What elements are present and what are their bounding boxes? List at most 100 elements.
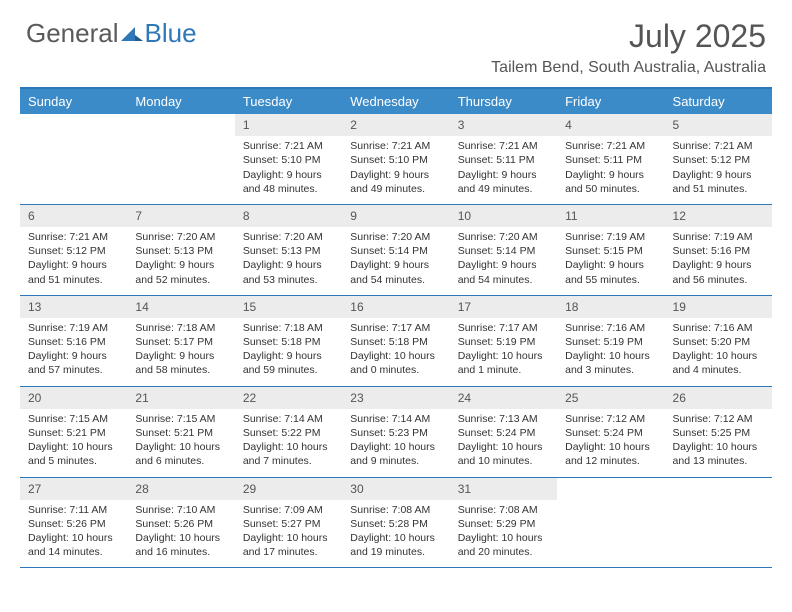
logo: General Blue: [26, 18, 197, 49]
week-5-daynum-row: 2728293031: [20, 477, 772, 500]
daylight1-text: Daylight: 10 hours: [350, 531, 441, 545]
daylight1-text: Daylight: 10 hours: [458, 440, 549, 454]
daylight2-text: and 3 minutes.: [565, 363, 656, 377]
daylight1-text: Daylight: 10 hours: [673, 440, 764, 454]
location-text: Tailem Bend, South Australia, Australia: [491, 59, 766, 77]
daynum-cell: 21: [127, 386, 234, 409]
day-number: 28: [135, 482, 148, 496]
sunrise-text: Sunrise: 7:16 AM: [565, 321, 656, 335]
daynum-cell: 3: [450, 114, 557, 136]
sunset-text: Sunset: 5:27 PM: [243, 517, 334, 531]
sunset-text: Sunset: 5:18 PM: [350, 335, 441, 349]
daylight2-text: and 10 minutes.: [458, 454, 549, 468]
sunrise-text: Sunrise: 7:21 AM: [673, 139, 764, 153]
daylight2-text: and 17 minutes.: [243, 545, 334, 559]
sunrise-text: Sunrise: 7:21 AM: [28, 230, 119, 244]
sunrise-text: Sunrise: 7:15 AM: [135, 412, 226, 426]
sunrise-text: Sunrise: 7:14 AM: [243, 412, 334, 426]
day-detail-cell: Sunrise: 7:14 AMSunset: 5:23 PMDaylight:…: [342, 409, 449, 477]
sunset-text: Sunset: 5:22 PM: [243, 426, 334, 440]
day-detail-cell: Sunrise: 7:15 AMSunset: 5:21 PMDaylight:…: [127, 409, 234, 477]
sunrise-text: Sunrise: 7:16 AM: [673, 321, 764, 335]
day-detail-cell: Sunrise: 7:20 AMSunset: 5:13 PMDaylight:…: [235, 227, 342, 295]
sunset-text: Sunset: 5:14 PM: [458, 244, 549, 258]
daylight2-text: and 7 minutes.: [243, 454, 334, 468]
daynum-cell: 11: [557, 204, 664, 227]
day-detail-cell: Sunrise: 7:16 AMSunset: 5:20 PMDaylight:…: [665, 318, 772, 386]
day-number: 2: [350, 118, 357, 132]
daynum-cell: 5: [665, 114, 772, 136]
sunset-text: Sunset: 5:16 PM: [673, 244, 764, 258]
col-thursday: Thursday: [450, 89, 557, 114]
daynum-cell: 6: [20, 204, 127, 227]
day-number: 17: [458, 300, 471, 314]
daynum-cell: 24: [450, 386, 557, 409]
daynum-cell: 18: [557, 295, 664, 318]
daynum-cell: 15: [235, 295, 342, 318]
day-detail-cell: Sunrise: 7:20 AMSunset: 5:14 PMDaylight:…: [450, 227, 557, 295]
daylight1-text: Daylight: 9 hours: [135, 349, 226, 363]
daynum-cell: 20: [20, 386, 127, 409]
daylight1-text: Daylight: 10 hours: [243, 531, 334, 545]
daylight1-text: Daylight: 9 hours: [243, 168, 334, 182]
daylight1-text: Daylight: 10 hours: [243, 440, 334, 454]
day-detail-cell: Sunrise: 7:08 AMSunset: 5:29 PMDaylight:…: [450, 500, 557, 568]
day-number: 26: [673, 391, 686, 405]
daylight1-text: Daylight: 9 hours: [135, 258, 226, 272]
sunset-text: Sunset: 5:24 PM: [565, 426, 656, 440]
sunset-text: Sunset: 5:15 PM: [565, 244, 656, 258]
sunrise-text: Sunrise: 7:18 AM: [243, 321, 334, 335]
daylight1-text: Daylight: 10 hours: [135, 531, 226, 545]
daynum-cell: 7: [127, 204, 234, 227]
daylight2-text: and 50 minutes.: [565, 182, 656, 196]
daynum-cell: 2: [342, 114, 449, 136]
sunrise-text: Sunrise: 7:21 AM: [350, 139, 441, 153]
day-detail-cell: Sunrise: 7:15 AMSunset: 5:21 PMDaylight:…: [20, 409, 127, 477]
week-1-daynum-row: 12345: [20, 114, 772, 136]
sunset-text: Sunset: 5:20 PM: [673, 335, 764, 349]
sunset-text: Sunset: 5:26 PM: [135, 517, 226, 531]
day-number: 11: [565, 209, 577, 223]
col-sunday: Sunday: [20, 89, 127, 114]
daynum-cell: 8: [235, 204, 342, 227]
day-detail-cell: Sunrise: 7:12 AMSunset: 5:24 PMDaylight:…: [557, 409, 664, 477]
sunrise-text: Sunrise: 7:21 AM: [565, 139, 656, 153]
daynum-cell: 10: [450, 204, 557, 227]
week-4-daynum-row: 20212223242526: [20, 386, 772, 409]
sunrise-text: Sunrise: 7:19 AM: [673, 230, 764, 244]
daylight1-text: Daylight: 10 hours: [28, 440, 119, 454]
daynum-cell: 1: [235, 114, 342, 136]
day-detail-cell: [557, 500, 664, 568]
daylight1-text: Daylight: 9 hours: [243, 258, 334, 272]
day-number: 6: [28, 209, 35, 223]
day-detail-cell: Sunrise: 7:11 AMSunset: 5:26 PMDaylight:…: [20, 500, 127, 568]
daylight2-text: and 0 minutes.: [350, 363, 441, 377]
daylight1-text: Daylight: 10 hours: [673, 349, 764, 363]
sunrise-text: Sunrise: 7:10 AM: [135, 503, 226, 517]
daylight2-text: and 19 minutes.: [350, 545, 441, 559]
day-number: 19: [673, 300, 686, 314]
day-detail-cell: Sunrise: 7:20 AMSunset: 5:13 PMDaylight:…: [127, 227, 234, 295]
sunset-text: Sunset: 5:25 PM: [673, 426, 764, 440]
sunset-text: Sunset: 5:14 PM: [350, 244, 441, 258]
sunrise-text: Sunrise: 7:21 AM: [458, 139, 549, 153]
daylight2-text: and 58 minutes.: [135, 363, 226, 377]
daynum-cell: 16: [342, 295, 449, 318]
daylight2-text: and 54 minutes.: [350, 273, 441, 287]
daynum-cell: [20, 114, 127, 136]
daylight2-text: and 49 minutes.: [458, 182, 549, 196]
day-detail-cell: Sunrise: 7:20 AMSunset: 5:14 PMDaylight:…: [342, 227, 449, 295]
daylight1-text: Daylight: 9 hours: [28, 349, 119, 363]
sunrise-text: Sunrise: 7:12 AM: [673, 412, 764, 426]
daylight1-text: Daylight: 9 hours: [458, 258, 549, 272]
daylight2-text: and 49 minutes.: [350, 182, 441, 196]
daylight1-text: Daylight: 10 hours: [565, 349, 656, 363]
daylight1-text: Daylight: 10 hours: [458, 531, 549, 545]
sunset-text: Sunset: 5:12 PM: [673, 153, 764, 167]
daylight2-text: and 20 minutes.: [458, 545, 549, 559]
day-number: 25: [565, 391, 578, 405]
sunset-text: Sunset: 5:19 PM: [458, 335, 549, 349]
daylight2-text: and 4 minutes.: [673, 363, 764, 377]
daynum-cell: 14: [127, 295, 234, 318]
sunset-text: Sunset: 5:29 PM: [458, 517, 549, 531]
